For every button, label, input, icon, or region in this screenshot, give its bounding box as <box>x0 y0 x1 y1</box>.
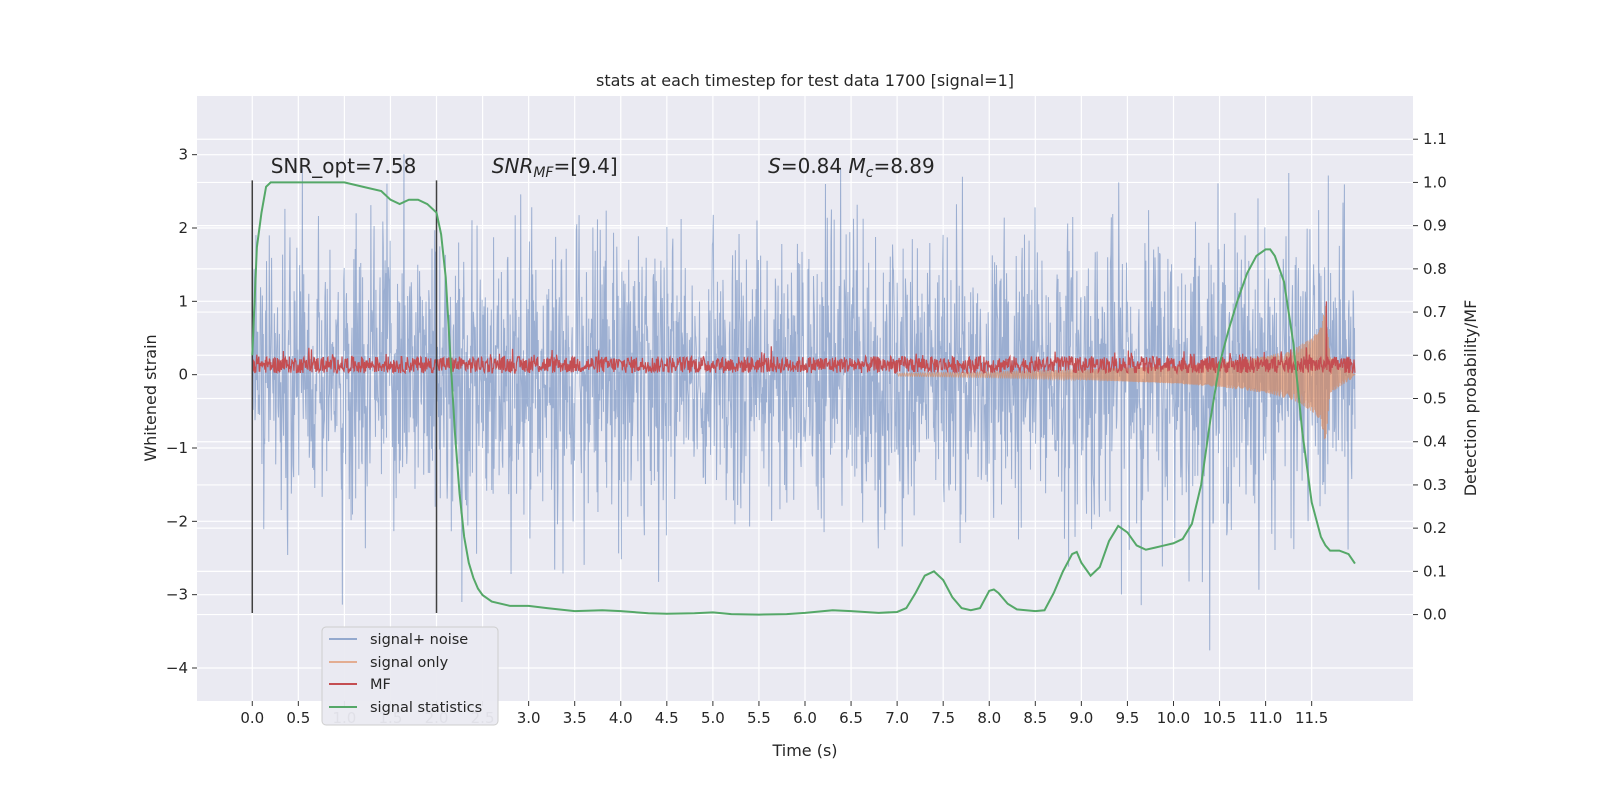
y-right-tick-label: 1.0 <box>1423 173 1447 191</box>
x-tick-label: 11.5 <box>1295 709 1328 727</box>
legend-box <box>321 626 499 726</box>
x-tick-label: 5.0 <box>701 709 725 727</box>
legend-label-signal-only: signal only <box>370 655 449 671</box>
y-axis-title: Whitened strain <box>141 334 160 461</box>
x-tick-label: 10.5 <box>1203 709 1236 727</box>
y-right-tick-label: 0.2 <box>1423 519 1447 537</box>
x-axis-title: Time (s) <box>771 741 837 760</box>
y-tick-label: −3 <box>166 586 188 604</box>
series-signal-statistics-line <box>251 181 1356 616</box>
x-tick-label: 11.0 <box>1249 709 1282 727</box>
y-tick-label: 3 <box>178 146 188 164</box>
x-tick-label: 7.5 <box>931 709 955 727</box>
y-tick-label: 0 <box>178 366 188 384</box>
annotation-2: S=0.84 Mc=8.89 <box>768 154 935 181</box>
x-tick-label: 3.5 <box>563 709 587 727</box>
x-tick-label: 8.5 <box>1023 709 1047 727</box>
legend-label-mf: MF <box>370 677 391 693</box>
x-tick-label: 7.0 <box>885 709 909 727</box>
chart-title: stats at each timestep for test data 170… <box>596 71 1014 90</box>
y-right-tick-label: 0.6 <box>1423 346 1447 364</box>
y-right-tick-label: 0.4 <box>1423 433 1447 451</box>
y-right-tick-label: 0.3 <box>1423 476 1447 494</box>
series-layer <box>251 154 1356 651</box>
x-tick-label: 6.5 <box>839 709 863 727</box>
legend-label-signal-statistics: signal statistics <box>370 700 482 716</box>
y-right-tick-label: 0.5 <box>1423 390 1447 408</box>
y-tick-label: −1 <box>166 439 188 457</box>
x-tick-label: 4.5 <box>655 709 679 727</box>
y-tick-label: 1 <box>178 292 188 310</box>
x-tick-label: 6.0 <box>793 709 817 727</box>
x-tick-label: 0.5 <box>286 709 310 727</box>
x-tick-label: 9.5 <box>1115 709 1139 727</box>
x-tick-label: 3.0 <box>517 709 541 727</box>
y-right-tick-label: 0.8 <box>1423 260 1447 278</box>
annotations: SNR_opt=7.58 SNRMF=[9.4] S=0.84 Mc=8.89 <box>271 154 935 181</box>
annotation-1: SNRMF=[9.4] <box>492 154 618 181</box>
y-right-tick-label: 0.7 <box>1423 303 1447 321</box>
y-tick-label: −4 <box>166 659 188 677</box>
legend-label-signal-noise: signal+ noise <box>370 632 468 648</box>
y-right-tick-label: 0.0 <box>1423 606 1447 624</box>
x-tick-label: 0.0 <box>240 709 264 727</box>
x-tick-label: 8.0 <box>977 709 1001 727</box>
y-tick-label: −2 <box>166 512 188 530</box>
y-right-tick-label: 0.1 <box>1423 562 1447 580</box>
y-right-tick-label: 1.1 <box>1423 130 1447 148</box>
y-tick-label: 2 <box>178 219 188 237</box>
y-axis-right-title: Detection probability/MF <box>1461 300 1480 497</box>
x-tick-label: 4.0 <box>609 709 633 727</box>
series-signal-only-line <box>896 305 1356 440</box>
y-right-tick-label: 0.9 <box>1423 217 1447 235</box>
x-tick-label: 9.0 <box>1069 709 1093 727</box>
legend: signal+ noise signal only MF signal stat… <box>321 626 499 726</box>
annotation-0: SNR_opt=7.58 <box>271 154 417 178</box>
x-tick-label: 10.0 <box>1157 709 1190 727</box>
x-tick-label: 5.5 <box>747 709 771 727</box>
